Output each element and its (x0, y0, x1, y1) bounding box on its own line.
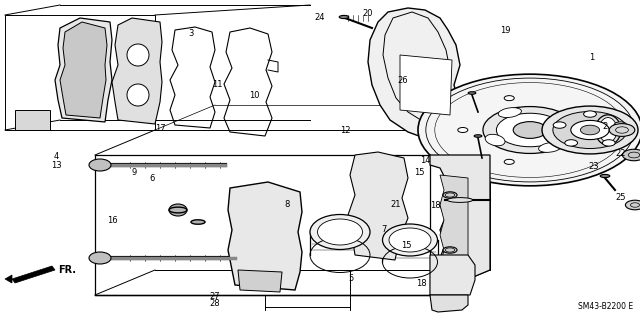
Circle shape (580, 125, 600, 135)
Circle shape (609, 124, 635, 137)
Circle shape (623, 149, 640, 161)
Circle shape (504, 160, 515, 164)
Polygon shape (60, 22, 107, 118)
Ellipse shape (499, 108, 522, 117)
Circle shape (614, 122, 627, 128)
Ellipse shape (310, 214, 370, 249)
Circle shape (497, 113, 564, 147)
Ellipse shape (468, 92, 476, 94)
Circle shape (418, 74, 640, 186)
Polygon shape (440, 175, 468, 268)
Ellipse shape (447, 197, 473, 202)
Polygon shape (55, 18, 112, 122)
Ellipse shape (595, 115, 621, 145)
Ellipse shape (555, 114, 575, 126)
Text: 15: 15 (414, 168, 424, 177)
Circle shape (602, 140, 615, 146)
Circle shape (625, 200, 640, 210)
Text: 7: 7 (381, 225, 387, 234)
Ellipse shape (339, 15, 349, 19)
Text: 2: 2 (602, 122, 607, 130)
Circle shape (553, 112, 627, 149)
Ellipse shape (539, 143, 562, 152)
Circle shape (579, 108, 589, 113)
Polygon shape (12, 266, 55, 283)
Polygon shape (368, 8, 460, 145)
Polygon shape (430, 295, 468, 312)
Ellipse shape (317, 219, 362, 245)
Circle shape (579, 147, 589, 152)
Circle shape (504, 96, 515, 101)
Text: SM43-B2200 E: SM43-B2200 E (579, 302, 634, 311)
Polygon shape (430, 155, 490, 295)
Ellipse shape (485, 134, 505, 146)
Text: 17: 17 (155, 124, 165, 133)
Polygon shape (112, 18, 162, 124)
Text: 28: 28 (209, 299, 220, 308)
Circle shape (542, 106, 638, 154)
Polygon shape (15, 110, 50, 130)
Text: 18: 18 (430, 201, 440, 210)
Ellipse shape (443, 247, 457, 253)
Text: 5: 5 (348, 274, 353, 283)
Text: 8: 8 (284, 200, 289, 209)
Ellipse shape (169, 204, 187, 216)
Polygon shape (5, 275, 12, 283)
Ellipse shape (600, 174, 610, 178)
Text: 11: 11 (212, 80, 223, 89)
Ellipse shape (89, 159, 111, 171)
Polygon shape (228, 182, 302, 290)
Polygon shape (238, 270, 282, 292)
Text: 20: 20 (363, 9, 373, 18)
Ellipse shape (89, 252, 111, 264)
Text: 25: 25 (616, 193, 626, 202)
Polygon shape (430, 255, 475, 295)
Text: 10: 10 (250, 91, 260, 100)
Text: 24: 24 (315, 13, 325, 22)
Ellipse shape (169, 207, 187, 213)
Circle shape (553, 122, 566, 128)
Text: 19: 19 (500, 26, 511, 35)
Text: 4: 4 (54, 152, 59, 161)
Ellipse shape (127, 84, 149, 106)
Text: 9: 9 (132, 168, 137, 177)
Circle shape (584, 111, 596, 117)
Text: 16: 16 (107, 216, 117, 225)
Ellipse shape (383, 224, 438, 256)
Text: 12: 12 (340, 126, 351, 135)
Text: 15: 15 (401, 241, 412, 250)
Ellipse shape (474, 135, 482, 137)
Circle shape (483, 107, 577, 153)
Ellipse shape (599, 118, 617, 143)
Text: 6: 6 (150, 174, 155, 183)
Text: 21: 21 (390, 200, 401, 209)
Text: 14: 14 (420, 156, 431, 165)
Text: FR.: FR. (58, 265, 76, 275)
Polygon shape (400, 55, 452, 115)
Text: 23: 23 (589, 162, 599, 171)
Text: 26: 26 (398, 76, 408, 85)
Ellipse shape (389, 228, 431, 252)
Ellipse shape (127, 44, 149, 66)
Circle shape (571, 121, 609, 140)
Text: 18: 18 (416, 279, 426, 288)
Circle shape (564, 140, 577, 146)
Circle shape (458, 128, 468, 132)
Text: 13: 13 (51, 161, 61, 170)
Ellipse shape (443, 192, 457, 198)
Text: 1: 1 (589, 53, 595, 62)
Text: 27: 27 (209, 292, 220, 300)
Polygon shape (348, 152, 408, 260)
Text: 3: 3 (188, 29, 193, 38)
Ellipse shape (191, 220, 205, 224)
Circle shape (513, 122, 547, 138)
Text: 22: 22 (616, 149, 626, 158)
